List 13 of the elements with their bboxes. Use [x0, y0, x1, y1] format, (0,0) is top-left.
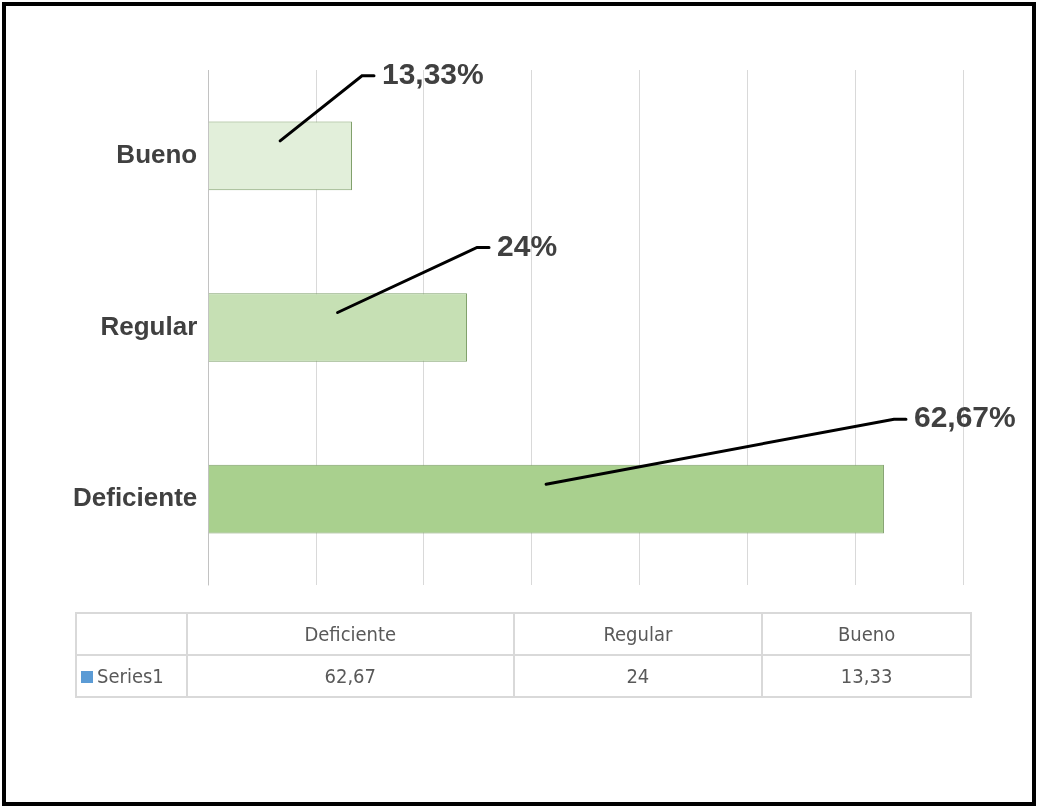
data-label: 62,67% — [913, 400, 1016, 434]
category-label: Bueno — [837, 622, 896, 646]
y-tick-label: Regular — [100, 310, 198, 341]
category-label: Regular — [603, 622, 673, 646]
text: Series1 — [76, 655, 187, 697]
text: 62,67 — [187, 655, 514, 697]
data-label: 24% — [497, 228, 558, 262]
data-label: 13,33% — [381, 57, 484, 91]
y-tick-label: Bueno — [116, 139, 198, 170]
category-label: Deficiente — [304, 622, 397, 646]
y-tick-label: Deficiente — [73, 482, 198, 513]
text: 24 — [513, 655, 763, 697]
text: 13,33 — [762, 655, 971, 697]
